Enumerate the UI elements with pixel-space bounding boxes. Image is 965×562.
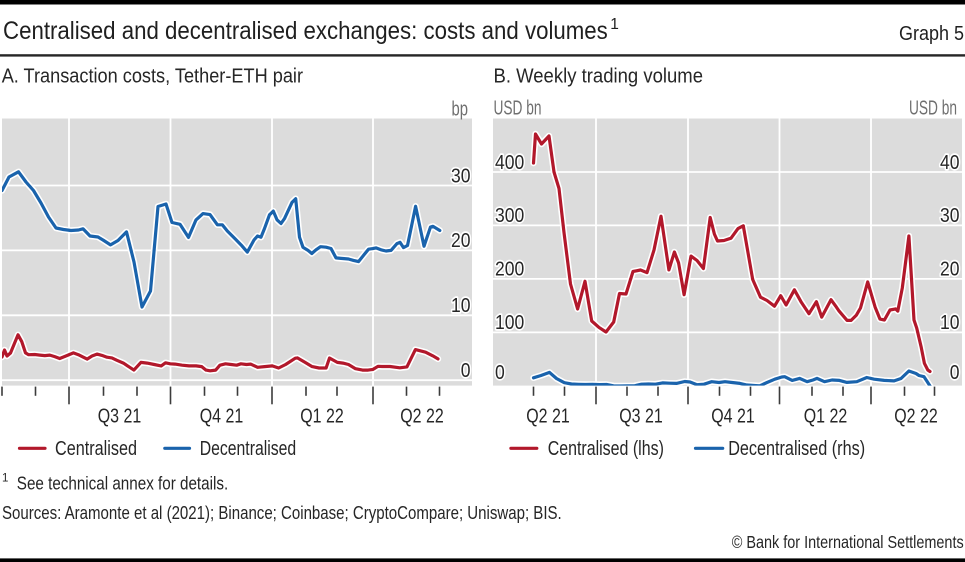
svg-text:bp: bp [452, 98, 469, 121]
svg-text:© Bank for International Settl: © Bank for International Settlements [732, 532, 964, 552]
svg-text:See technical annex for detail: See technical annex for details. [17, 473, 228, 493]
svg-text:Q1 22: Q1 22 [804, 405, 848, 428]
svg-text:Q4 21: Q4 21 [711, 405, 755, 428]
svg-text:Q4 21: Q4 21 [200, 405, 244, 428]
svg-text:300: 300 [495, 204, 524, 227]
svg-text:A. Transaction costs, Tether-E: A. Transaction costs, Tether-ETH pair [2, 66, 304, 88]
svg-text:40: 40 [940, 151, 960, 174]
svg-text:Q1 22: Q1 22 [300, 405, 344, 428]
svg-text:Q2 22: Q2 22 [894, 405, 938, 428]
svg-text:Centralised and decentralised: Centralised and decentralised exchanges:… [3, 17, 608, 45]
svg-text:Q2 21: Q2 21 [526, 405, 570, 428]
svg-text:Centralised: Centralised [55, 437, 137, 460]
svg-text:1: 1 [610, 16, 619, 33]
svg-text:10: 10 [940, 311, 960, 334]
svg-text:10: 10 [451, 294, 471, 317]
svg-text:400: 400 [495, 151, 524, 174]
svg-text:Centralised (lhs): Centralised (lhs) [548, 437, 664, 460]
svg-text:USD bn: USD bn [909, 97, 957, 120]
svg-text:Q2 22: Q2 22 [400, 405, 444, 428]
svg-text:Graph 5: Graph 5 [899, 23, 964, 45]
svg-text:Q3 21: Q3 21 [98, 405, 142, 428]
svg-text:Sources: Aramonte et al (2021): Sources: Aramonte et al (2021); Binance;… [2, 503, 562, 523]
svg-text:Q3 21: Q3 21 [619, 405, 663, 428]
svg-text:30: 30 [940, 204, 960, 227]
svg-text:0: 0 [950, 361, 960, 384]
svg-text:20: 20 [940, 258, 960, 281]
svg-text:Decentralised (rhs): Decentralised (rhs) [728, 437, 865, 460]
svg-text:0: 0 [461, 359, 471, 382]
svg-text:20: 20 [451, 229, 471, 252]
svg-text:0: 0 [495, 361, 505, 384]
svg-text:200: 200 [495, 258, 524, 281]
svg-text:1: 1 [2, 473, 8, 485]
svg-text:100: 100 [495, 311, 524, 334]
svg-text:30: 30 [451, 164, 471, 187]
svg-text:B. Weekly trading volume: B. Weekly trading volume [494, 66, 704, 88]
svg-text:Decentralised: Decentralised [200, 437, 297, 460]
svg-text:USD bn: USD bn [494, 97, 542, 120]
